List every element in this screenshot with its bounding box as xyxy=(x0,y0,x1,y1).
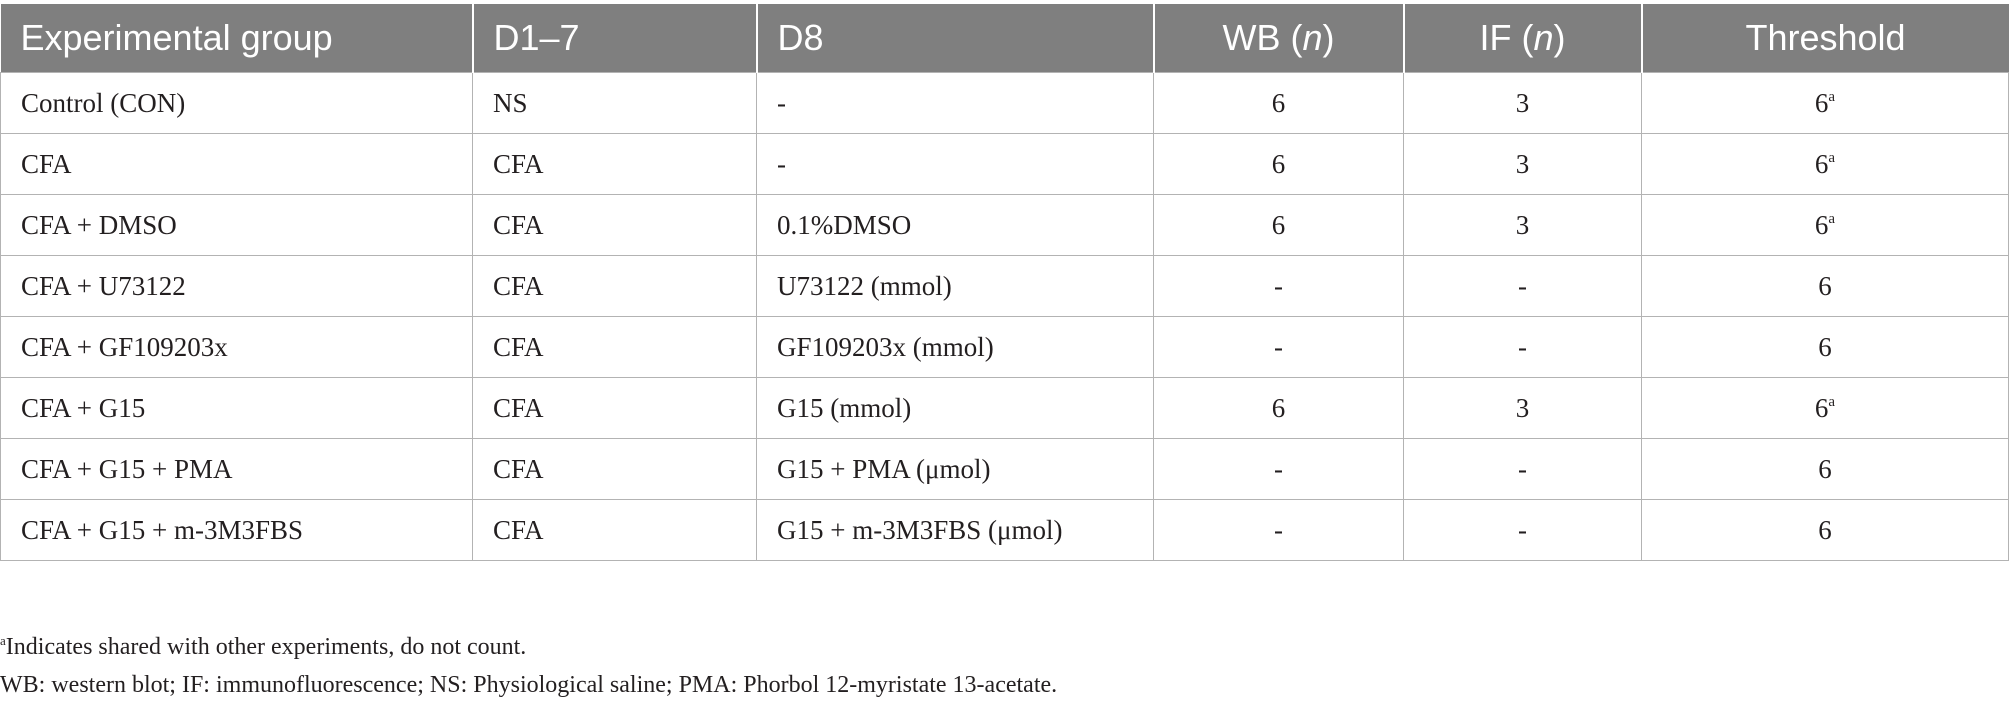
cell-threshold: 6 xyxy=(1641,255,2009,317)
cell-if-n: 3 xyxy=(1403,72,1642,134)
cell-threshold: 6 xyxy=(1641,316,2009,378)
header-experimental-group: Experimental group xyxy=(0,4,474,73)
cell-experimental-group: Control (CON) xyxy=(0,72,473,134)
cell-threshold: 6a xyxy=(1641,194,2009,256)
cell-d1-7: CFA xyxy=(472,316,757,378)
cell-d1-7: CFA xyxy=(472,133,757,195)
table-row: Control (CON) NS -6 3 6a xyxy=(0,72,2009,134)
cell-d8: G15 (mmol) xyxy=(756,377,1154,439)
cell-d1-7: CFA xyxy=(472,194,757,256)
cell-experimental-group: CFA + U73122 xyxy=(0,255,473,317)
cell-wb-n: - xyxy=(1153,438,1404,500)
header-threshold: Threshold xyxy=(1641,4,2009,73)
cell-d1-7: CFA xyxy=(472,255,757,317)
threshold-footnote-marker: a xyxy=(1828,149,1836,166)
cell-d8: G15 + PMA (μmol) xyxy=(756,438,1154,500)
cell-d8: 0.1%DMSO xyxy=(756,194,1154,256)
header-if-n: IF (n) xyxy=(1403,4,1643,73)
cell-d1-7: CFA xyxy=(472,438,757,500)
cell-experimental-group: CFA + DMSO xyxy=(0,194,473,256)
cell-threshold: 6a xyxy=(1641,133,2009,195)
cell-threshold: 6 xyxy=(1641,438,2009,500)
threshold-value: 6 xyxy=(1814,87,1829,118)
cell-experimental-group: CFA + G15 xyxy=(0,377,473,439)
table-body: Control (CON) NS -6 3 6a CFA CFA -6 3 6a CFA + DMS… xyxy=(0,72,2009,561)
cell-d8: G15 + m-3M3FBS (μmol) xyxy=(756,499,1154,561)
cell-if-n: - xyxy=(1403,316,1642,378)
experimental-groups-table: Experimental group D1–7 D8 WB (n) IF (n)… xyxy=(0,4,2009,561)
header-wb-suffix: ) xyxy=(1322,17,1335,58)
cell-experimental-group: CFA + G15 + m-3M3FBS xyxy=(0,499,473,561)
header-d1-7: D1–7 xyxy=(472,4,758,73)
cell-threshold: 6a xyxy=(1641,377,2009,439)
threshold-value: 6 xyxy=(1818,270,1832,301)
cell-wb-n: - xyxy=(1153,255,1404,317)
threshold-value: 6 xyxy=(1814,209,1829,240)
cell-d1-7: CFA xyxy=(472,499,757,561)
cell-experimental-group: CFA + G15 + PMA xyxy=(0,438,473,500)
header-d8: D8 xyxy=(756,4,1155,73)
cell-threshold: 6a xyxy=(1641,72,2009,134)
footnote-a-marker: a xyxy=(0,633,6,648)
threshold-value: 6 xyxy=(1818,453,1832,484)
cell-threshold: 6 xyxy=(1641,499,2009,561)
cell-experimental-group: CFA + GF109203x xyxy=(0,316,473,378)
table-row: CFA + GF109203x CFA GF109203x (mmol) - -6 xyxy=(0,316,2009,378)
cell-wb-n: 6 xyxy=(1153,133,1404,195)
header-wb-n: WB (n) xyxy=(1153,4,1405,73)
cell-if-n: - xyxy=(1403,438,1642,500)
footnote-abbreviations: WB: western blot; IF: immunofluorescence… xyxy=(0,672,1058,698)
footnote-a-text: Indicates shared with other experiments,… xyxy=(5,634,527,660)
threshold-footnote-marker: a xyxy=(1828,210,1836,227)
table-row: CFA + U73122 CFA U73122 (mmol) - -6 xyxy=(0,255,2009,317)
table-header: Experimental group D1–7 D8 WB (n) IF (n)… xyxy=(0,4,2009,73)
header-row: Experimental group D1–7 D8 WB (n) IF (n)… xyxy=(0,4,2009,73)
table-row: CFA + G15 + PMA CFA G15 + PMA (μmol) - -6 xyxy=(0,438,2009,500)
cell-if-n: 3 xyxy=(1403,377,1642,439)
table-row: CFA + G15 + m-3M3FBS CFA G15 + m-3M3FBS (μ… xyxy=(0,499,2009,561)
cell-wb-n: 6 xyxy=(1153,72,1404,134)
cell-d8: - xyxy=(756,133,1154,195)
threshold-value: 6 xyxy=(1818,331,1832,362)
table-row: CFA CFA -6 3 6a xyxy=(0,133,2009,195)
header-if-n-italic: n xyxy=(1533,17,1554,58)
cell-if-n: 3 xyxy=(1403,133,1642,195)
cell-wb-n: - xyxy=(1153,499,1404,561)
cell-experimental-group: CFA xyxy=(0,133,473,195)
table-footnotes: aIndicates shared with other experiments… xyxy=(0,628,1057,704)
data-table-container: Experimental group D1–7 D8 WB (n) IF (n)… xyxy=(0,4,2009,561)
table-row: CFA + G15 CFA G15 (mmol) 6 3 6a xyxy=(0,377,2009,439)
cell-d8: GF109203x (mmol) xyxy=(756,316,1154,378)
cell-wb-n: - xyxy=(1153,316,1404,378)
cell-d8: - xyxy=(756,72,1154,134)
footnote-a: aIndicates shared with other experiments… xyxy=(0,628,1057,666)
cell-wb-n: 6 xyxy=(1153,377,1404,439)
header-if-prefix: IF ( xyxy=(1479,17,1534,58)
threshold-footnote-marker: a xyxy=(1828,393,1836,410)
header-wb-n-italic: n xyxy=(1302,17,1323,58)
cell-wb-n: 6 xyxy=(1153,194,1404,256)
threshold-value: 6 xyxy=(1814,392,1829,423)
cell-if-n: - xyxy=(1403,255,1642,317)
threshold-footnote-marker: a xyxy=(1828,88,1836,105)
header-wb-prefix: WB ( xyxy=(1222,17,1303,58)
cell-d1-7: CFA xyxy=(472,377,757,439)
cell-d8: U73122 (mmol) xyxy=(756,255,1154,317)
threshold-value: 6 xyxy=(1818,514,1832,545)
cell-if-n: - xyxy=(1403,499,1642,561)
table-row: CFA + DMSO CFA 0.1%DMSO 6 3 6a xyxy=(0,194,2009,256)
threshold-value: 6 xyxy=(1814,148,1829,179)
cell-if-n: 3 xyxy=(1403,194,1642,256)
cell-d1-7: NS xyxy=(472,72,757,134)
header-if-suffix: ) xyxy=(1553,17,1566,58)
